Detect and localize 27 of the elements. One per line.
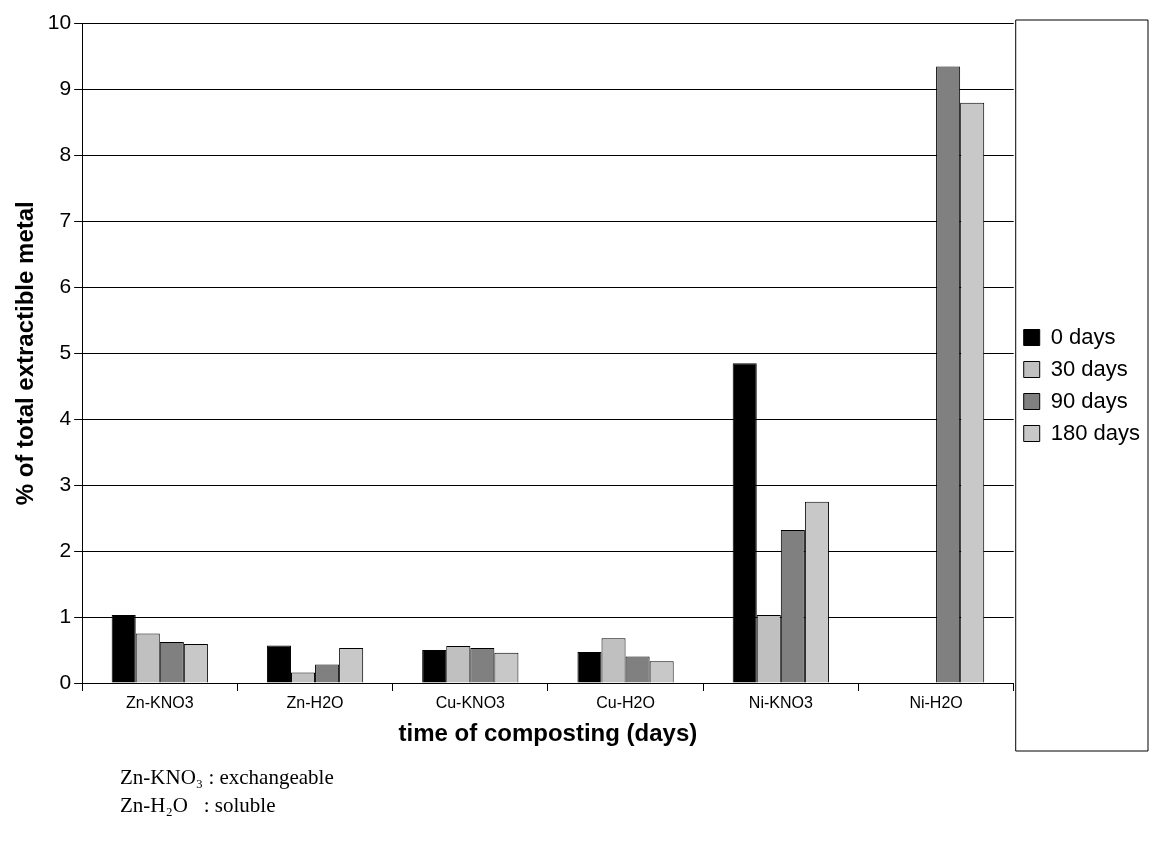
y-tick-label: 0 — [59, 669, 72, 693]
bar — [577, 652, 602, 683]
legend-label: 30 days — [1050, 355, 1128, 381]
x-tick-label: Cu-KNO3 — [435, 694, 506, 712]
y-tick-label: 3 — [59, 471, 72, 495]
x-tick-label: Ni-KNO3 — [748, 694, 813, 712]
x-tick-label: Zn-H2O — [286, 694, 344, 712]
y-tick-label: 4 — [59, 406, 72, 430]
legend-label: 90 days — [1050, 387, 1128, 413]
y-tick-label: 5 — [59, 340, 72, 364]
y-tick-label: 8 — [59, 142, 72, 166]
x-tick-label: Cu-H2O — [596, 694, 655, 712]
x-tick-label: Zn-KNO3 — [126, 694, 194, 712]
x-axis-title: time of composting (days) — [398, 719, 698, 747]
bar — [422, 650, 447, 683]
text: Zn-KNO₃ : exchangeable — [120, 764, 335, 791]
text: Zn-H₂O : soluble — [120, 792, 277, 819]
y-axis-title: % of total extractible metal — [11, 201, 39, 506]
y-tick-label: 7 — [59, 208, 72, 232]
y-tick-label: 1 — [59, 603, 72, 627]
y-tick-label: 6 — [59, 274, 72, 298]
y-tick-label: 2 — [59, 537, 72, 561]
x-tick-label: Ni-H2O — [909, 694, 963, 712]
legend-label: 0 days — [1050, 323, 1116, 349]
y-tick-label: 9 — [59, 76, 72, 100]
legend-label: 180 days — [1050, 419, 1141, 445]
y-tick-label: 10 — [47, 10, 72, 34]
